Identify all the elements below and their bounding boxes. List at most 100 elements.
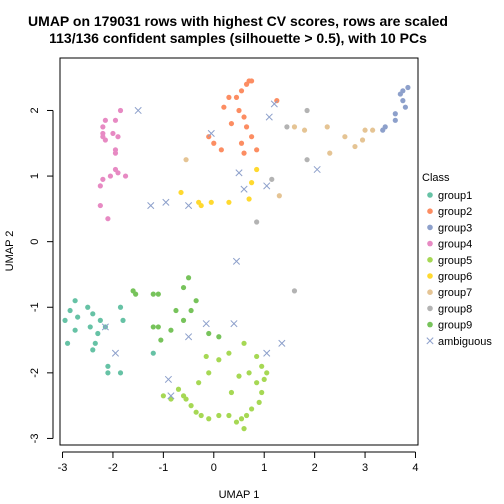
y-axis-label: UMAP 2 bbox=[4, 231, 16, 272]
ambiguous-point bbox=[235, 169, 243, 177]
group1-point bbox=[105, 370, 111, 376]
ambiguous-point bbox=[270, 100, 278, 108]
ambiguous-point bbox=[202, 320, 210, 328]
ambiguous-point bbox=[263, 182, 271, 190]
group4-point bbox=[122, 173, 129, 179]
group9-point bbox=[155, 324, 161, 330]
group5-point bbox=[198, 412, 204, 419]
group4-point bbox=[100, 176, 106, 182]
group4-point bbox=[100, 134, 106, 140]
legend-label: group1 bbox=[438, 190, 472, 202]
group4-point bbox=[427, 240, 433, 247]
group4-point bbox=[100, 124, 106, 130]
group4-point bbox=[115, 134, 121, 140]
group4-point bbox=[115, 170, 121, 176]
group1-point bbox=[117, 304, 124, 310]
group5-point bbox=[216, 412, 222, 419]
ambiguous-point bbox=[232, 257, 241, 265]
group5-point bbox=[259, 363, 265, 369]
legend-label: group9 bbox=[438, 320, 472, 332]
group7-point bbox=[324, 124, 330, 130]
group2-point bbox=[238, 88, 245, 94]
group1-point bbox=[75, 314, 81, 320]
group1-point bbox=[64, 340, 71, 346]
group5-point bbox=[238, 416, 245, 422]
group2-point bbox=[254, 147, 260, 153]
group1-point bbox=[85, 304, 91, 310]
group1-point bbox=[72, 298, 78, 304]
group2-point bbox=[226, 94, 232, 100]
group9-point bbox=[180, 317, 187, 323]
group3-point bbox=[427, 224, 433, 231]
legend-label: group7 bbox=[438, 287, 472, 299]
legend-label: group6 bbox=[438, 271, 472, 283]
legend-entry-group7: group7 bbox=[427, 287, 472, 299]
ambiguous-point bbox=[230, 320, 238, 328]
ambiguous-point bbox=[240, 185, 248, 193]
group9-point bbox=[427, 321, 433, 328]
legend-label: group4 bbox=[438, 239, 472, 251]
group9-point bbox=[180, 284, 187, 291]
group9-point bbox=[193, 298, 199, 304]
legend-entry-group8: group8 bbox=[427, 303, 472, 315]
group5-point bbox=[203, 353, 209, 360]
ambiguous-point bbox=[134, 106, 142, 115]
group9-point bbox=[150, 291, 156, 297]
group2-point bbox=[241, 150, 247, 156]
group2-point bbox=[249, 134, 255, 140]
data-points bbox=[62, 78, 411, 432]
ambiguous-point bbox=[426, 337, 434, 345]
ambiguous-point bbox=[111, 349, 120, 357]
group5-point bbox=[206, 370, 212, 376]
group2-point bbox=[228, 120, 235, 127]
group1-point bbox=[62, 317, 68, 323]
group1-point bbox=[90, 347, 96, 353]
group5-point bbox=[233, 419, 240, 425]
group2-point bbox=[206, 134, 212, 140]
group8-point bbox=[284, 124, 290, 130]
x-tick-label: 4 bbox=[412, 462, 418, 474]
group1-point bbox=[72, 327, 78, 333]
group5-point bbox=[256, 399, 262, 405]
y-tick-label: -2 bbox=[29, 368, 41, 378]
ambiguous-point bbox=[101, 323, 109, 331]
group7-point bbox=[291, 124, 298, 130]
ambiguous-point bbox=[147, 202, 155, 210]
legend-entry-group4: group4 bbox=[427, 239, 472, 251]
group7-point bbox=[427, 289, 433, 296]
chart-title-line-1: UMAP on 179031 rows with highest CV scor… bbox=[28, 13, 448, 29]
group2-point bbox=[243, 124, 250, 130]
group6-point bbox=[208, 199, 214, 205]
group7-point bbox=[183, 157, 189, 163]
group8-point bbox=[304, 107, 310, 114]
group2-point bbox=[233, 94, 240, 100]
group4-point bbox=[112, 117, 119, 123]
legend-label: group5 bbox=[438, 255, 472, 267]
group5-point bbox=[226, 350, 232, 356]
group1-point bbox=[87, 324, 93, 330]
group9-point bbox=[158, 337, 164, 343]
group1-point bbox=[92, 340, 98, 346]
group4-point bbox=[102, 117, 108, 123]
group4-point bbox=[97, 202, 103, 209]
legend-label: group3 bbox=[438, 222, 472, 234]
group2-point bbox=[274, 98, 280, 104]
group5-point bbox=[226, 412, 232, 419]
group9-point bbox=[130, 288, 136, 294]
group3-point bbox=[392, 111, 398, 117]
legend-label: group8 bbox=[438, 303, 472, 315]
group6-point bbox=[427, 273, 433, 279]
group1-point bbox=[150, 350, 156, 356]
group7-point bbox=[352, 143, 358, 150]
legend-entry-group3: group3 bbox=[427, 222, 472, 234]
group6-point bbox=[246, 196, 252, 202]
group8-point bbox=[254, 219, 260, 225]
group1-point bbox=[120, 317, 126, 323]
x-tick-label: 1 bbox=[261, 462, 267, 474]
ambiguous-point bbox=[185, 333, 193, 341]
group5-point bbox=[427, 257, 433, 263]
group6-point bbox=[249, 180, 255, 186]
group6-point bbox=[226, 199, 232, 205]
group7-point bbox=[370, 127, 376, 133]
